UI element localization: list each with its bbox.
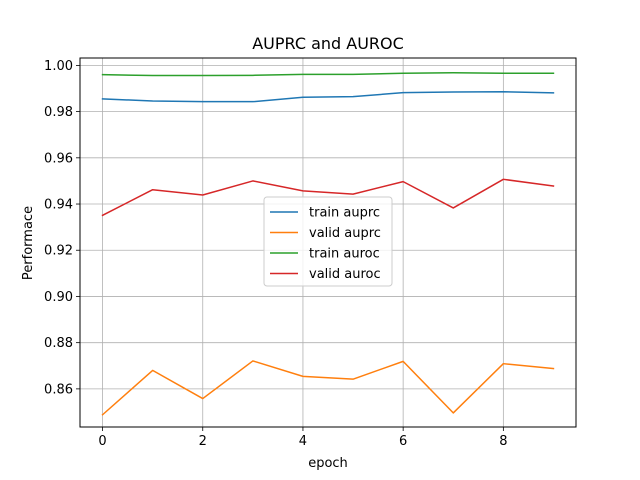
- x-axis-label: epoch: [308, 456, 348, 471]
- y-axis-label: Performace: [21, 206, 36, 280]
- series-line-train-auprc: [101, 90, 555, 103]
- y-tick-label: 0.98: [44, 105, 73, 120]
- x-tick-label: 0: [98, 434, 106, 449]
- y-tick-label: 1.00: [44, 59, 73, 74]
- x-tick-label: 4: [299, 434, 307, 449]
- x-tick-label: 6: [399, 434, 407, 449]
- series-line-valid-auroc: [101, 178, 555, 217]
- series-line-valid-auprc: [101, 360, 555, 416]
- x-tick-label: 2: [199, 434, 207, 449]
- legend: train auprc valid auprc train auroc valid a…: [263, 196, 393, 287]
- plot-lines: [101, 72, 555, 416]
- y-tick-label: 0.90: [44, 290, 73, 305]
- y-tick-label: 0.86: [44, 382, 73, 397]
- legend-label-train-auprc: train auprc: [309, 206, 380, 221]
- legend-label-valid-auprc: valid auprc: [309, 226, 381, 241]
- y-tick-label: 0.92: [44, 244, 73, 259]
- legend-label-valid-auroc: valid auroc: [309, 267, 381, 282]
- x-axis-ticks: 0 2 4 6 8: [98, 427, 507, 449]
- legend-box: [263, 196, 393, 287]
- legend-label-train-auroc: train auroc: [309, 247, 380, 262]
- y-tick-label: 0.94: [44, 198, 73, 213]
- x-tick-label: 8: [499, 434, 507, 449]
- plot-area-frame: [79, 57, 577, 428]
- chart-title: AUPRC and AUROC: [252, 34, 404, 53]
- series-line-train-auroc: [101, 72, 555, 77]
- y-tick-label: 0.96: [44, 151, 73, 166]
- y-axis-ticks: 0.86 0.88 0.90 0.92 0.94 0.96 0.98 1.00: [44, 59, 80, 397]
- y-tick-label: 0.88: [44, 336, 73, 351]
